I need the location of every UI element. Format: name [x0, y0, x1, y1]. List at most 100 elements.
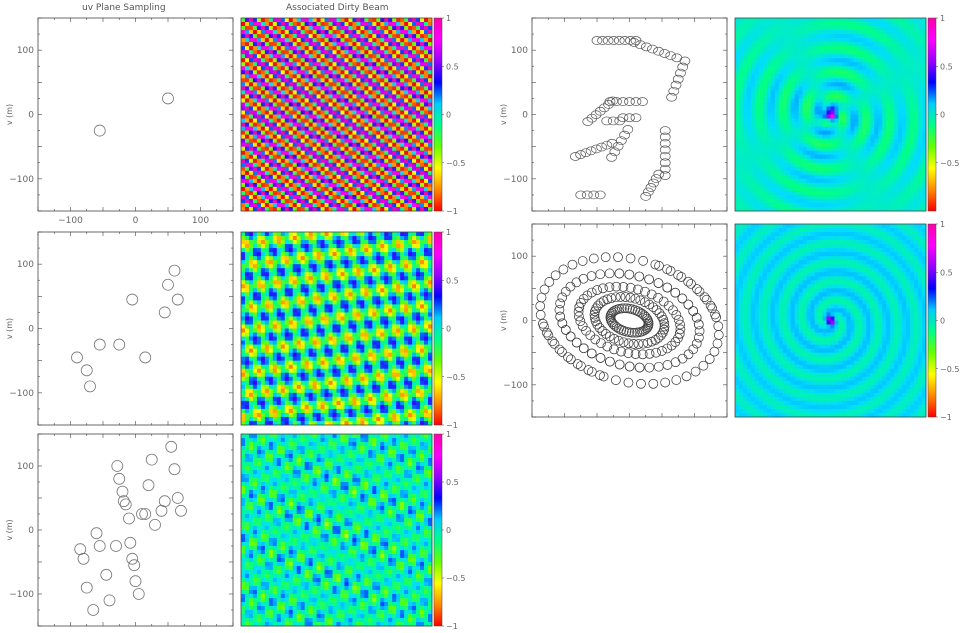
beam-cell [312, 412, 317, 418]
beam-cell [364, 126, 369, 131]
beam-cell [264, 158, 270, 164]
beam-cell [296, 122, 302, 127]
beam-cell [252, 114, 258, 119]
beam-cell [300, 292, 306, 297]
beam-cell [276, 332, 282, 337]
beam-cell [376, 194, 381, 200]
beam-cell [364, 50, 369, 55]
beam-cell [404, 158, 409, 164]
beam-cell [332, 162, 337, 168]
beam-cell [312, 380, 317, 386]
uv-point [606, 309, 617, 319]
beam-cell [292, 260, 298, 265]
uv-point [650, 174, 662, 183]
beam-cell [372, 146, 377, 152]
beam-cell [280, 320, 286, 325]
beam-cell [320, 384, 325, 390]
beam-cell [376, 320, 381, 325]
beam-cell [416, 154, 421, 160]
beam-cell [256, 368, 262, 374]
beam-cell [252, 256, 258, 261]
beam-cell [344, 38, 349, 43]
beam-cell [264, 194, 270, 200]
beam-cell [320, 198, 325, 204]
beam-cell [248, 332, 254, 337]
beam-cell [420, 102, 425, 107]
colorbar-tick-label: 1 [446, 14, 451, 23]
beam-cell [320, 232, 325, 237]
beam-cell [420, 18, 425, 23]
beam-cell [428, 82, 433, 87]
beam-cell [392, 162, 397, 168]
beam-cell [284, 304, 290, 309]
beam-cell [288, 332, 294, 337]
beam-cell [372, 368, 377, 374]
beam-cell [364, 388, 369, 394]
beam-cell [352, 356, 357, 362]
beam-cell [356, 154, 361, 160]
beam-cell [241, 78, 246, 83]
beam-cell [312, 98, 317, 103]
beam-cell [412, 166, 417, 172]
beam-cell [348, 340, 353, 345]
beam-cell [392, 150, 397, 156]
beam-cell [320, 22, 325, 27]
beam-cell [264, 368, 270, 374]
beam-cell [352, 300, 357, 305]
y-tick-label: 100 [17, 260, 34, 270]
beam-cell [280, 34, 286, 39]
beam-cell [280, 316, 286, 321]
beam-cell [372, 78, 377, 83]
beam-cell [316, 182, 321, 188]
beam-cell [356, 90, 361, 95]
beam-cell [304, 368, 309, 374]
beam-cell [260, 194, 266, 200]
beam-cell [360, 182, 365, 188]
beam-cell [320, 240, 325, 245]
beam-cell [296, 420, 302, 426]
beam-cell [352, 146, 357, 152]
beam-cell [372, 58, 377, 63]
beam-cell [300, 420, 306, 426]
beam-cell [368, 198, 373, 204]
beam-cell [241, 18, 246, 23]
beam-cell [264, 340, 270, 345]
beam-cell [264, 256, 270, 261]
beam-cell [380, 308, 385, 313]
beam-cell [280, 240, 286, 245]
beam-cell [316, 272, 321, 277]
beam-cell [268, 416, 274, 422]
beam-cell [400, 170, 405, 176]
beam-cell [400, 134, 405, 139]
beam-cell [336, 264, 341, 269]
beam-cell [392, 106, 397, 111]
beam-cell [356, 320, 361, 325]
beam-cell [344, 292, 349, 297]
beam-cell [308, 260, 313, 265]
beam-cell [316, 58, 321, 63]
beam-cell [244, 420, 250, 426]
beam-cell [368, 280, 373, 285]
beam-cell [312, 248, 317, 253]
beam-cell [340, 420, 345, 426]
uv-point [84, 380, 96, 393]
beam-cell [264, 420, 270, 426]
beam-cell [280, 170, 286, 176]
beam-cell [312, 252, 317, 257]
beam-cell [276, 18, 282, 23]
beam-cell [260, 186, 266, 192]
beam-cell [396, 194, 401, 200]
beam-cell [284, 380, 290, 386]
beam-cell [292, 344, 298, 349]
beam-cell [316, 264, 321, 269]
beam-cell [416, 126, 421, 131]
beam-cell [268, 400, 274, 406]
beam-cell [244, 240, 250, 245]
beam-cell [288, 316, 294, 321]
beam-cell [320, 86, 325, 91]
beam-cell [376, 244, 381, 249]
beam-cell [388, 82, 393, 87]
beam-cell [384, 170, 389, 176]
beam-plot-2: 10.50−0.5−1 [240, 228, 465, 430]
beam-cell [388, 42, 393, 47]
